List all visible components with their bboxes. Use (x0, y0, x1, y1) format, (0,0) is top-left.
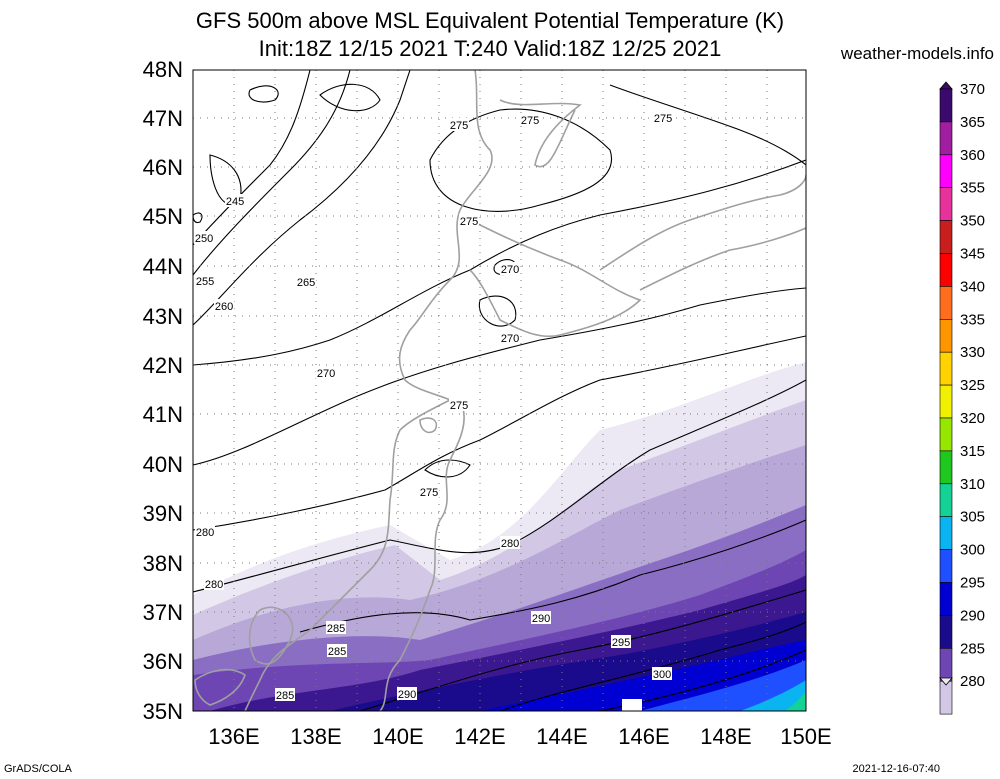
lat-tick-label: 37N (143, 600, 183, 625)
contour-label: 285 (327, 623, 345, 635)
contour-label: 290 (532, 613, 550, 625)
colorbar-label: 340 (960, 278, 985, 295)
lat-tick-label: 40N (143, 452, 183, 477)
contour-label: 275 (450, 400, 468, 412)
lat-tick-label: 42N (143, 353, 183, 378)
latitude-axis: 48N 47N 46N 45N 44N 43N 42N 41N 40N 39N … (143, 57, 183, 724)
footer-right: 2021-12-16-07:40 (852, 763, 940, 775)
lat-tick-label: 44N (143, 254, 183, 279)
contour-label: 260 (215, 301, 233, 313)
lat-tick-label: 41N (143, 402, 183, 427)
colorbar-label: 315 (960, 443, 985, 460)
lon-tick-label: 150E (780, 724, 831, 749)
colorbar-swatch (939, 220, 953, 254)
lat-tick-label: 39N (143, 501, 183, 526)
longitude-axis: 136E 138E 140E 142E 144E 146E 148E 150E (208, 724, 831, 749)
lat-tick-label: 48N (143, 57, 183, 82)
colorbar-swatch (939, 483, 953, 517)
contour-label: 270 (501, 264, 519, 276)
contour-label: 275 (420, 487, 438, 499)
contour-label: 280 (205, 579, 223, 591)
colorbar-swatch (939, 615, 953, 649)
lat-tick-label: 47N (143, 106, 183, 131)
colorbar-swatch (939, 154, 953, 189)
colorbar-swatch (939, 286, 953, 320)
colorbar-label: 335 (960, 311, 985, 328)
colorbar-label: 345 (960, 246, 985, 263)
footer-left: GrADS/COLA (4, 763, 72, 775)
lat-tick-label: 43N (143, 304, 183, 329)
colorbar-swatch (939, 582, 953, 616)
contour-label: 280 (196, 527, 214, 539)
site-label: weather-models.info (840, 44, 994, 63)
colorbar-top-arrow (939, 81, 953, 90)
contour-label: 270 (317, 368, 335, 380)
colorbar: 370 365 360 355 350 345 340 335 330 325 320 315 310 3… (939, 81, 985, 715)
colorbar-label: 300 (960, 542, 985, 559)
contour-label: 275 (654, 113, 672, 125)
colorbar-swatch (939, 88, 953, 123)
colorbar-label: 310 (960, 476, 985, 493)
chart-title: GFS 500m above MSL Equivalent Potential … (195, 8, 785, 33)
colorbar-cells (939, 88, 953, 715)
lat-tick-label: 38N (143, 551, 183, 576)
lon-tick-label: 138E (290, 724, 341, 749)
colorbar-swatch (939, 121, 953, 156)
contour-label: 275 (450, 120, 468, 132)
colorbar-label: 290 (960, 607, 985, 624)
contour-label: 275 (521, 115, 539, 127)
colorbar-swatch (939, 549, 953, 583)
contour-label-group: 245 250 255 260 265 270 270 270 275 275 … (194, 111, 673, 712)
lon-tick-label: 140E (372, 724, 423, 749)
contour-label: 280 (501, 538, 519, 550)
contour-label: 250 (195, 233, 213, 245)
lon-tick-label: 146E (618, 724, 669, 749)
colorbar-swatch (939, 384, 953, 419)
contour-label: 245 (226, 196, 244, 208)
colorbar-label: 285 (960, 640, 985, 657)
colorbar-label: 350 (960, 213, 985, 230)
colorbar-swatch (939, 187, 953, 221)
map-frame (192, 69, 807, 712)
lat-tick-label: 45N (143, 204, 183, 229)
lon-tick-label: 148E (700, 724, 751, 749)
chart-subtitle: Init:18Z 12/15 2021 T:240 Valid:18Z 12/2… (258, 36, 722, 61)
colorbar-swatch (939, 318, 953, 353)
colorbar-label: 355 (960, 180, 985, 197)
lat-tick-label: 35N (143, 699, 183, 724)
contour-label: 285 (276, 690, 294, 702)
colorbar-label: 370 (960, 81, 985, 98)
colorbar-swatch (939, 680, 953, 715)
contour-label: 300 (653, 669, 671, 681)
contour-label: 255 (196, 276, 214, 288)
contour-label: 295 (612, 637, 630, 649)
contour-label: 285 (328, 646, 346, 658)
contour-label: 275 (460, 216, 478, 228)
lat-tick-label: 36N (143, 649, 183, 674)
colorbar-swatch (939, 516, 953, 550)
lon-tick-label: 144E (536, 724, 587, 749)
lat-tick-label: 46N (143, 155, 183, 180)
colorbar-label: 280 (960, 673, 985, 690)
colorbar-label: 325 (960, 377, 985, 394)
colorbar-labels: 370 365 360 355 350 345 340 335 330 325 320 315 310 3… (960, 81, 985, 690)
lon-tick-label: 142E (454, 724, 505, 749)
colorbar-swatch (939, 417, 953, 452)
colorbar-label: 360 (960, 147, 985, 164)
colorbar-swatch (939, 647, 953, 682)
colorbar-swatch (939, 450, 953, 485)
colorbar-label: 365 (960, 114, 985, 131)
lon-tick-label: 136E (208, 724, 259, 749)
colorbar-bottom-arrow (939, 677, 953, 686)
contour-label: 270 (501, 333, 519, 345)
contour-label: 265 (297, 277, 315, 289)
contour-label: 290 (398, 689, 416, 701)
colorbar-label: 305 (960, 509, 985, 526)
colorbar-swatch (939, 253, 953, 287)
colorbar-label: 330 (960, 344, 985, 361)
colorbar-swatch (939, 351, 953, 386)
colorbar-label: 320 (960, 410, 985, 427)
colorbar-label: 295 (960, 575, 985, 592)
